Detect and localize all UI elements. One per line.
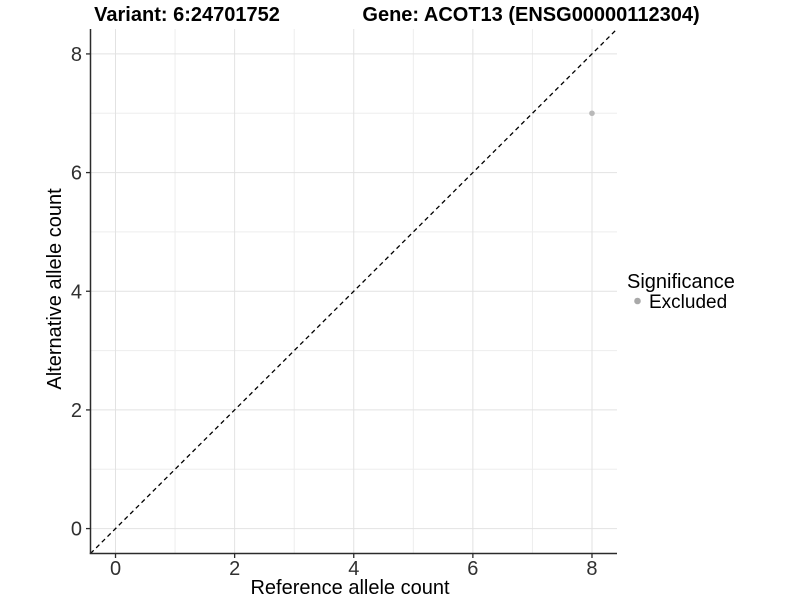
plot-title-variant: Variant: 6:24701752: [94, 4, 280, 26]
x-tick-label: 6: [467, 558, 478, 580]
y-tick-label: 6: [71, 163, 82, 185]
major-gridlines: [90, 29, 617, 554]
plot-title-gene: Gene: ACOT13 (ENSG00000112304): [362, 4, 699, 26]
x-tick-label: 4: [348, 558, 359, 580]
y-tick-label: 2: [71, 400, 82, 422]
legend-entries: Excluded: [634, 292, 727, 313]
scatter-point: [589, 110, 595, 117]
legend: Significance Excluded: [627, 271, 735, 313]
identity-reference-line: [90, 28, 618, 554]
legend-key-dot: [634, 297, 641, 305]
x-tick-label: 2: [229, 558, 240, 580]
legend-title: Significance: [627, 271, 735, 293]
x-tick-label: 0: [110, 558, 121, 580]
axis-lines-and-ticks: 0 2 4 6 8 0 2 4 6 8: [71, 29, 617, 580]
x-axis-title: Reference allele count: [250, 577, 449, 599]
x-tick-label: 8: [586, 558, 597, 580]
legend-entry-label: Excluded: [649, 292, 727, 313]
y-axis-title: Alternative allele count: [44, 188, 66, 390]
y-tick-label: 8: [71, 44, 82, 66]
y-tick-label: 4: [71, 281, 82, 303]
data-points: [589, 110, 595, 117]
y-tick-label: 0: [71, 519, 82, 541]
